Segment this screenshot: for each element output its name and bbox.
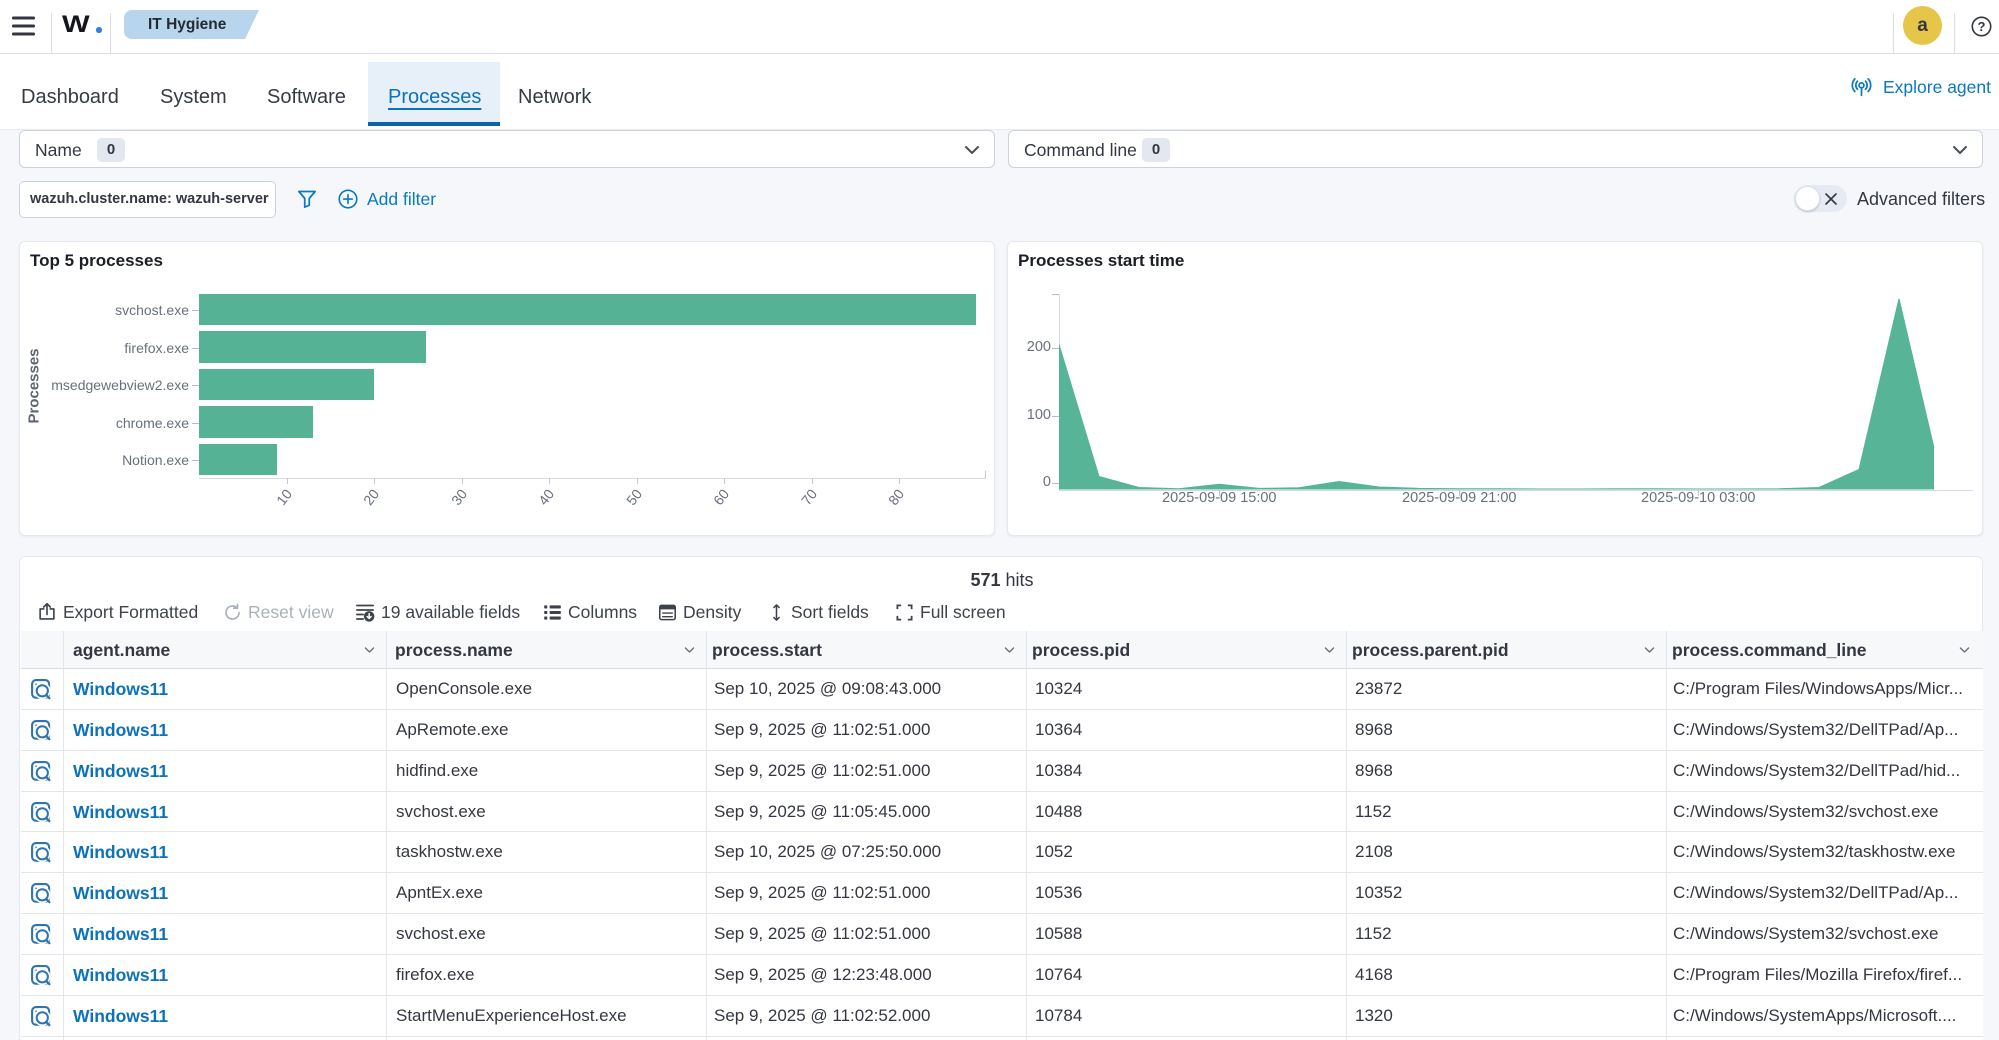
svg-text:?: ? <box>1978 19 1986 34</box>
